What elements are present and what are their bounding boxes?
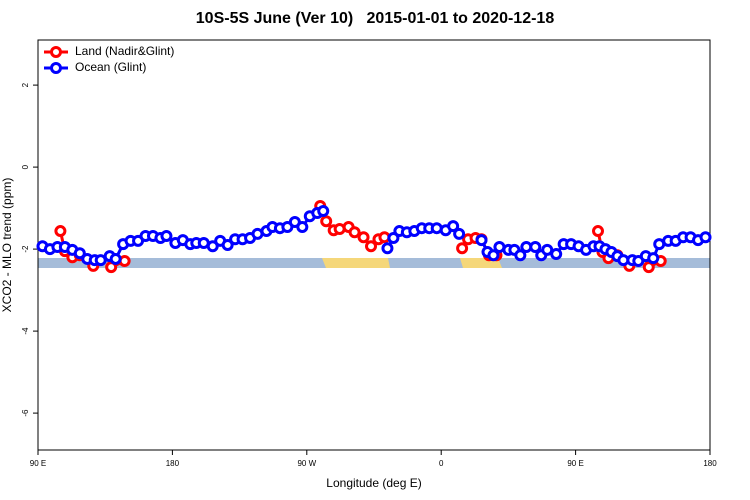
point xyxy=(514,249,527,262)
point xyxy=(109,252,122,265)
point xyxy=(699,231,712,244)
y-tick-label: 2 xyxy=(21,82,30,87)
point xyxy=(456,242,469,255)
map-strip xyxy=(38,258,710,268)
point xyxy=(348,226,361,239)
point xyxy=(73,247,86,260)
point xyxy=(541,243,554,256)
point xyxy=(381,242,394,255)
point xyxy=(387,232,400,245)
x-axis-label: Longitude (deg E) xyxy=(326,476,421,490)
point xyxy=(206,240,219,253)
point xyxy=(221,239,234,251)
y-tick-label: -6 xyxy=(21,409,30,417)
x-tick-label: 90 W xyxy=(297,459,316,468)
y-axis-label: XCO2 - MLO trend (ppm) xyxy=(0,178,14,313)
point xyxy=(453,227,466,240)
point xyxy=(487,249,500,262)
y-tick-label: -4 xyxy=(21,327,30,335)
y-tick-label: -2 xyxy=(21,245,30,253)
point xyxy=(447,220,460,233)
point xyxy=(550,248,563,261)
point xyxy=(160,229,173,242)
legend-label: Land (Nadir&Glint) xyxy=(75,44,174,58)
x-tick-label: 90 E xyxy=(567,459,583,468)
x-tick-label: 0 xyxy=(439,459,444,468)
point xyxy=(475,234,488,247)
point xyxy=(54,225,67,238)
point xyxy=(529,241,542,254)
point xyxy=(317,204,330,217)
point xyxy=(296,220,309,233)
land-strip xyxy=(322,258,390,268)
x-tick-label: 180 xyxy=(703,459,717,468)
x-tick-label: 180 xyxy=(166,459,180,468)
point xyxy=(592,225,604,238)
point xyxy=(365,240,378,253)
point xyxy=(642,261,655,274)
legend-marker xyxy=(50,46,62,58)
legend-label: Ocean (Glint) xyxy=(75,60,146,74)
chart-title: 10S-5S June (Ver 10) 2015-01-01 to 2020-… xyxy=(196,10,555,27)
legend-marker xyxy=(50,62,62,74)
point xyxy=(357,231,370,244)
y-tick-label: 0 xyxy=(21,164,30,169)
point xyxy=(320,215,333,228)
x-tick-label: 90 E xyxy=(30,459,46,468)
point xyxy=(94,254,107,267)
point xyxy=(647,252,660,265)
